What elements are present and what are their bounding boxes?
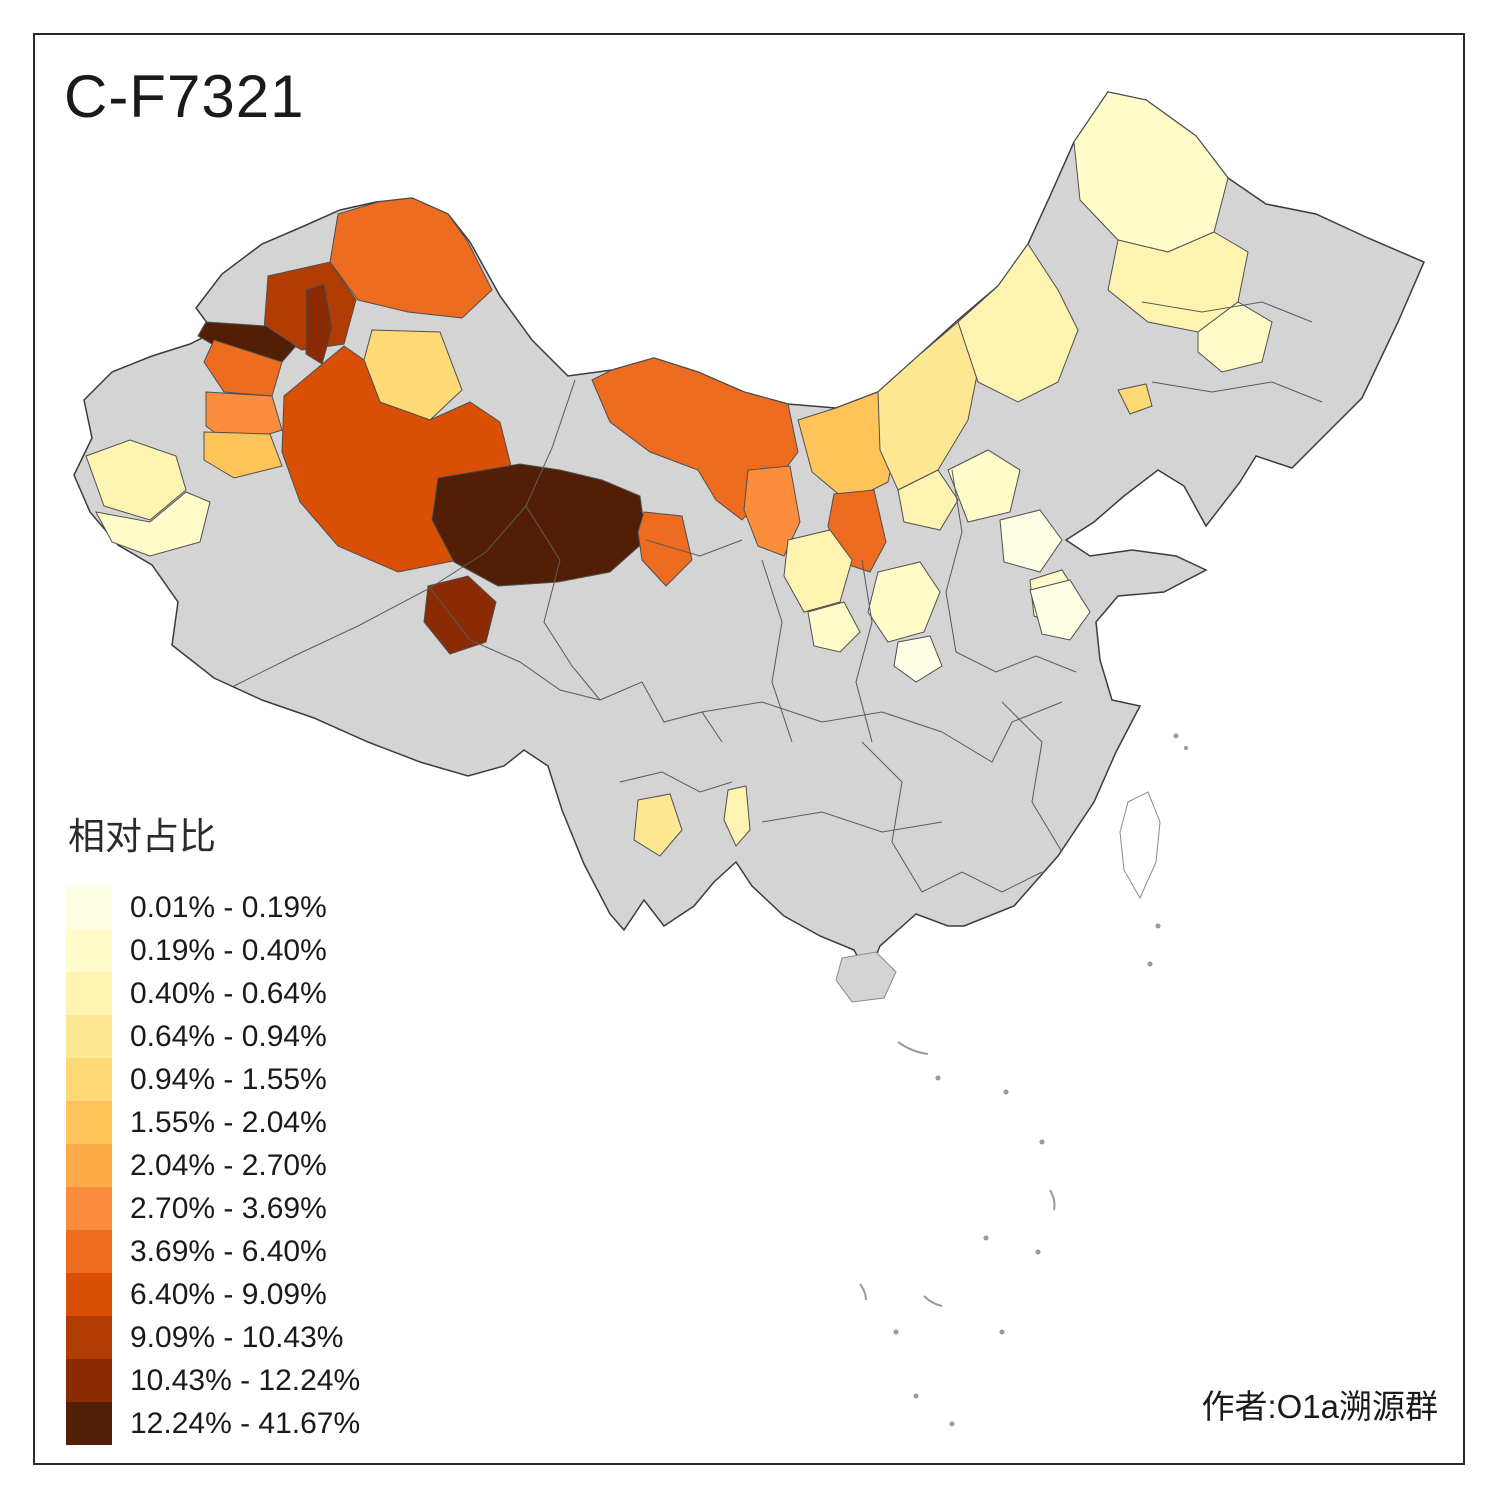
legend-label: 2.70% - 3.69% bbox=[130, 1191, 327, 1225]
legend-swatch bbox=[66, 1187, 112, 1230]
map-region bbox=[305, 283, 333, 365]
map-region bbox=[723, 785, 751, 847]
map-regions bbox=[85, 91, 1273, 857]
legend-swatch bbox=[66, 886, 112, 929]
map-region bbox=[1073, 91, 1229, 253]
legend-item: 0.40% - 0.64% bbox=[66, 972, 360, 1015]
map-region bbox=[1029, 579, 1091, 641]
map-region bbox=[431, 463, 647, 587]
legend-swatch bbox=[66, 1359, 112, 1402]
legend-label: 10.43% - 12.24% bbox=[130, 1363, 361, 1397]
legend-item: 6.40% - 9.09% bbox=[66, 1273, 360, 1316]
legend-label: 1.55% - 2.04% bbox=[130, 1105, 327, 1139]
legend-label: 3.69% - 6.40% bbox=[130, 1234, 327, 1268]
map-region bbox=[783, 529, 853, 613]
legend-swatch bbox=[66, 929, 112, 972]
legend-item: 3.69% - 6.40% bbox=[66, 1230, 360, 1273]
legend-item: 0.64% - 0.94% bbox=[66, 1015, 360, 1058]
legend-swatch bbox=[66, 1015, 112, 1058]
legend: 相对占比 0.01% - 0.19% 0.19% - 0.40% 0.40% -… bbox=[66, 806, 360, 1445]
legend-label: 0.64% - 0.94% bbox=[130, 1019, 327, 1053]
south-china-sea-islands bbox=[859, 733, 1188, 1427]
map-region bbox=[633, 793, 683, 857]
province-borders bbox=[233, 301, 1323, 893]
map-region bbox=[877, 321, 981, 491]
legend-swatch bbox=[66, 1402, 112, 1445]
legend-label: 9.09% - 10.43% bbox=[130, 1320, 344, 1354]
map-region bbox=[999, 509, 1063, 573]
legend-label: 0.94% - 1.55% bbox=[130, 1062, 327, 1096]
map-region bbox=[1117, 383, 1153, 415]
page-title: C-F7321 bbox=[64, 63, 305, 130]
map-region bbox=[203, 431, 283, 479]
legend-item: 2.04% - 2.70% bbox=[66, 1144, 360, 1187]
legend-item: 1.55% - 2.04% bbox=[66, 1101, 360, 1144]
legend-label: 12.24% - 41.67% bbox=[130, 1406, 361, 1440]
map-region bbox=[897, 469, 959, 531]
hainan-island bbox=[835, 951, 897, 1003]
map-region bbox=[637, 511, 693, 587]
legend-swatch bbox=[66, 1316, 112, 1359]
legend-swatch bbox=[66, 1144, 112, 1187]
map-region bbox=[423, 575, 497, 655]
legend-swatch bbox=[66, 1230, 112, 1273]
legend-item: 0.01% - 0.19% bbox=[66, 886, 360, 929]
map-region bbox=[867, 561, 941, 643]
legend-swatch bbox=[66, 1273, 112, 1316]
legend-swatch bbox=[66, 1101, 112, 1144]
map-region bbox=[957, 243, 1079, 403]
author-credit: 作者:O1a溯源群 bbox=[1201, 1388, 1438, 1425]
legend-title: 相对占比 bbox=[68, 816, 216, 857]
china-mainland-shape bbox=[73, 91, 1425, 978]
map-region bbox=[203, 339, 283, 397]
legend-item: 0.94% - 1.55% bbox=[66, 1058, 360, 1101]
map-region bbox=[85, 439, 187, 521]
legend-label: 0.01% - 0.19% bbox=[130, 890, 327, 924]
map-region bbox=[893, 635, 943, 683]
legend-label: 2.04% - 2.70% bbox=[130, 1148, 327, 1182]
legend-swatch bbox=[66, 1058, 112, 1101]
legend-label: 6.40% - 9.09% bbox=[130, 1277, 327, 1311]
taiwan-island bbox=[1119, 791, 1161, 900]
map-region bbox=[329, 197, 493, 319]
legend-item: 9.09% - 10.43% bbox=[66, 1316, 360, 1359]
legend-label: 0.40% - 0.64% bbox=[130, 976, 327, 1010]
legend-label: 0.19% - 0.40% bbox=[130, 933, 327, 967]
map-region bbox=[1197, 301, 1273, 373]
map-region bbox=[95, 491, 211, 557]
map-region bbox=[947, 449, 1021, 523]
legend-swatch bbox=[66, 972, 112, 1015]
legend-item: 12.24% - 41.67% bbox=[66, 1402, 360, 1445]
legend-item: 0.19% - 0.40% bbox=[66, 929, 360, 972]
map-region bbox=[743, 465, 801, 557]
legend-item: 2.70% - 3.69% bbox=[66, 1187, 360, 1230]
legend-item: 10.43% - 12.24% bbox=[66, 1359, 360, 1402]
map-region bbox=[807, 601, 861, 653]
